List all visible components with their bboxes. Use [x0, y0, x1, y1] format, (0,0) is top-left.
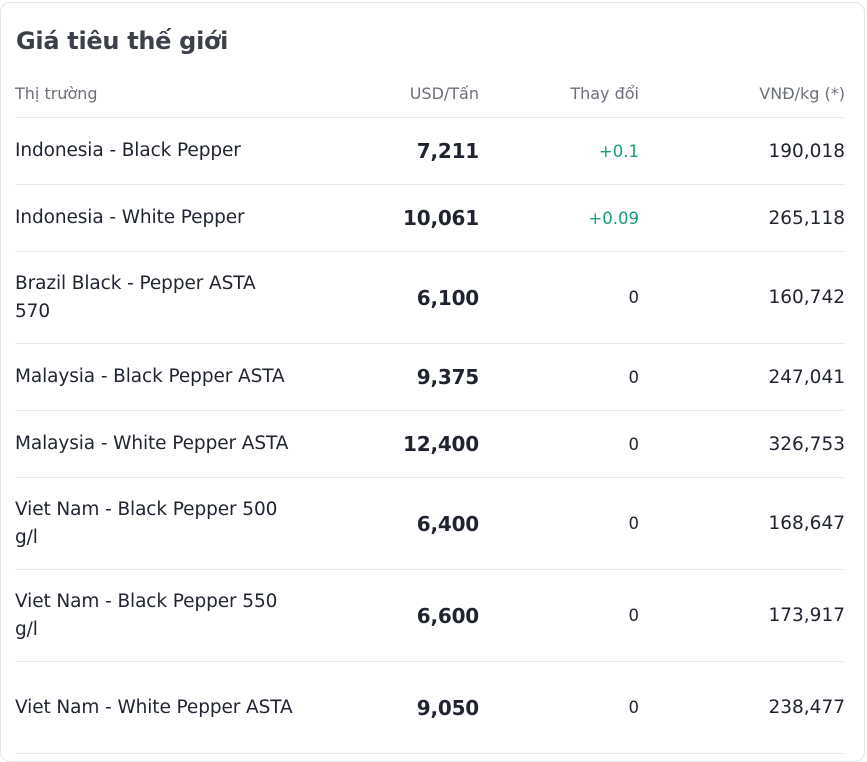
usd-price-cell: 6,400 — [315, 477, 479, 570]
table-row: Viet Nam - White Pepper ASTA 9,050 0 238… — [15, 661, 845, 754]
usd-price-cell: 9,375 — [315, 343, 479, 411]
vnd-price-cell: 238,477 — [639, 661, 845, 754]
market-cell: Malaysia - White Pepper ASTA — [15, 410, 315, 478]
change-cell: +0.09 — [479, 184, 639, 252]
market-cell: Indonesia - White Pepper — [15, 184, 315, 252]
change-cell: 0 — [479, 251, 639, 344]
table-row: Brazil Black - Pepper ASTA 570 6,100 0 1… — [15, 251, 845, 344]
vnd-price-cell: 265,118 — [639, 184, 845, 252]
market-cell: Brazil Black - Pepper ASTA 570 — [15, 251, 315, 344]
header-row: Thị trường USD/Tấn Thay đổi VNĐ/kg (*) — [15, 70, 845, 118]
vnd-price-cell: 160,742 — [639, 251, 845, 344]
vnd-price-cell: 168,647 — [639, 477, 845, 570]
market-cell: Viet Nam - Black Pepper 500 g/l — [15, 477, 315, 570]
table-row: Indonesia - Black Pepper 7,211 +0.1 190,… — [15, 117, 845, 185]
market-cell: Viet Nam - Black Pepper 550 g/l — [15, 569, 315, 662]
usd-price-cell: 7,211 — [315, 117, 479, 185]
table-row: Indonesia - White Pepper 10,061 +0.09 26… — [15, 184, 845, 252]
vnd-price-cell: 247,041 — [639, 343, 845, 411]
market-cell: Indonesia - Black Pepper — [15, 117, 315, 185]
usd-price-cell: 12,400 — [315, 410, 479, 478]
market-cell: Viet Nam - White Pepper ASTA — [15, 661, 315, 754]
change-cell: +0.1 — [479, 117, 639, 185]
column-header-change: Thay đổi — [479, 70, 639, 118]
change-cell: 0 — [479, 410, 639, 478]
table-row: Malaysia - Black Pepper ASTA 9,375 0 247… — [15, 343, 845, 411]
table-header: Thị trường USD/Tấn Thay đổi VNĐ/kg (*) — [15, 70, 845, 118]
table-row: Viet Nam - Black Pepper 500 g/l 6,400 0 … — [15, 477, 845, 570]
change-cell: 0 — [479, 569, 639, 662]
card-title: Giá tiêu thế giới — [16, 27, 229, 55]
usd-price-cell: 9,050 — [315, 661, 479, 754]
column-header-usd: USD/Tấn — [315, 70, 479, 118]
change-cell: 0 — [479, 661, 639, 754]
usd-price-cell: 6,600 — [315, 569, 479, 662]
change-cell: 0 — [479, 343, 639, 411]
table-row: Malaysia - White Pepper ASTA 12,400 0 32… — [15, 410, 845, 478]
vnd-price-cell: 190,018 — [639, 117, 845, 185]
vnd-price-cell: 173,917 — [639, 569, 845, 662]
usd-price-cell: 10,061 — [315, 184, 479, 252]
column-header-market: Thị trường — [15, 70, 315, 118]
table-row: Viet Nam - Black Pepper 550 g/l 6,600 0 … — [15, 569, 845, 662]
change-cell: 0 — [479, 477, 639, 570]
table-body: Indonesia - Black Pepper 7,211 +0.1 190,… — [15, 117, 845, 754]
vnd-price-cell: 326,753 — [639, 410, 845, 478]
pepper-price-table: Thị trường USD/Tấn Thay đổi VNĐ/kg (*) I… — [15, 70, 845, 754]
usd-price-cell: 6,100 — [315, 251, 479, 344]
market-cell: Malaysia - Black Pepper ASTA — [15, 343, 315, 411]
column-header-vnd: VNĐ/kg (*) — [639, 70, 845, 118]
